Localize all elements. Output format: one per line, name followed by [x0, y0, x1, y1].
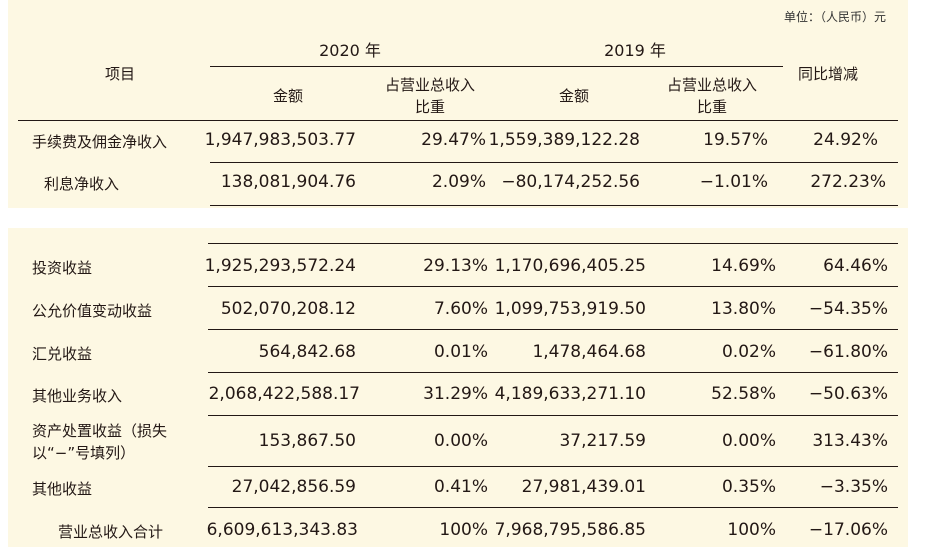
cell-ratio-2019: 100% [727, 520, 776, 540]
bottom-table-panel [8, 228, 908, 547]
cell-yoy: −3.35% [819, 477, 888, 497]
cell-amount-2019: 1,559,389,122.28 [488, 130, 640, 150]
cell-amount-2020: 1,947,983,503.77 [204, 130, 356, 150]
header-ratio-2019-line2: 比重 [696, 98, 727, 116]
header-amount-2019: 金额 [558, 87, 589, 105]
cell-amount-2019: 7,968,795,586.85 [494, 520, 646, 540]
cell-ratio-2019: −1.01% [699, 172, 768, 192]
header-year-2019: 2019 年 [604, 41, 666, 60]
row-divider [208, 415, 898, 416]
row-divider [210, 162, 898, 163]
cell-amount-2020: 6,609,613,343.83 [206, 520, 358, 540]
cell-ratio-2019: 0.02% [721, 342, 776, 362]
cell-ratio-2019: 13.80% [711, 299, 776, 319]
cell-amount-2020: 502,070,208.12 [220, 299, 356, 319]
cell-ratio-2020: 29.47% [421, 130, 486, 150]
cell-amount-2019: 1,170,696,405.25 [494, 256, 646, 276]
row-label: 其他业务收入 [32, 387, 123, 405]
header-yoy: 同比增减 [797, 65, 858, 83]
cell-amount-2019: 37,217.59 [559, 431, 646, 451]
cell-ratio-2019: 19.57% [703, 130, 768, 150]
cell-amount-2020: 564,842.68 [258, 342, 356, 362]
cell-ratio-2020: 2.09% [431, 172, 486, 192]
header-ratio-2020-line1: 占营业总收入 [384, 76, 475, 94]
cell-amount-2019: 27,981,439.01 [521, 477, 646, 497]
cell-amount-2020: 1,925,293,572.24 [204, 256, 356, 276]
row-label: 手续费及佣金净收入 [32, 133, 168, 151]
cell-amount-2020: 153,867.50 [258, 431, 356, 451]
row-label: 投资收益 [32, 259, 93, 277]
row-label: 公允价值变动收益 [32, 302, 153, 320]
row-divider [208, 372, 898, 373]
cell-yoy: −61.80% [808, 342, 888, 362]
header-bottom-rule [18, 120, 898, 121]
cell-ratio-2020: 0.41% [433, 477, 488, 497]
cell-ratio-2019: 0.00% [721, 431, 776, 451]
cell-yoy: −54.35% [808, 299, 888, 319]
cell-yoy: 313.43% [812, 431, 888, 451]
row-label: 利息净收入 [44, 175, 120, 193]
header-divider [210, 66, 783, 67]
row-label: 汇兑收益 [32, 345, 93, 363]
row-divider [208, 507, 898, 508]
total-row-label: 营业总收入合计 [58, 523, 164, 541]
cell-amount-2019: 1,478,464.68 [532, 342, 646, 362]
row-divider [208, 243, 898, 244]
header-item: 项目 [104, 65, 135, 83]
cell-ratio-2020: 31.29% [423, 384, 488, 404]
top-table-panel [8, 0, 908, 208]
cell-ratio-2020: 29.13% [423, 256, 488, 276]
cell-amount-2019: 4,189,633,271.10 [494, 384, 646, 404]
row-divider [210, 205, 898, 206]
header-amount-2020: 金额 [272, 87, 303, 105]
cell-ratio-2020: 100% [439, 520, 488, 540]
cell-amount-2020: 2,068,422,588.17 [208, 384, 360, 404]
cell-ratio-2020: 7.60% [433, 299, 488, 319]
header-year-2020: 2020 年 [319, 41, 381, 60]
row-label: 资产处置收益（损失 [32, 422, 168, 440]
unit-note: 单位：（人民币）元 [783, 10, 886, 24]
cell-ratio-2020: 0.00% [433, 431, 488, 451]
cell-yoy: 272.23% [810, 172, 886, 192]
cell-ratio-2019: 14.69% [711, 256, 776, 276]
cell-yoy: 64.46% [823, 256, 888, 276]
cell-yoy: 24.92% [813, 130, 878, 150]
cell-amount-2020: 138,081,904.76 [220, 172, 356, 192]
cell-ratio-2019: 52.58% [711, 384, 776, 404]
row-label-line2: 以“−”号填列） [32, 444, 136, 462]
cell-amount-2020: 27,042,856.59 [231, 477, 356, 497]
cell-amount-2019: 1,099,753,919.50 [494, 299, 646, 319]
row-label: 其他收益 [32, 480, 93, 498]
cell-yoy: −50.63% [808, 384, 888, 404]
cell-yoy: −17.06% [808, 520, 888, 540]
header-ratio-2019-line1: 占营业总收入 [666, 76, 757, 94]
row-divider [208, 329, 898, 330]
row-divider [208, 286, 898, 287]
cell-ratio-2020: 0.01% [433, 342, 488, 362]
header-ratio-2020-line2: 比重 [414, 98, 445, 116]
cell-ratio-2019: 0.35% [721, 477, 776, 497]
cell-amount-2019: −80,174,252.56 [501, 172, 640, 192]
row-divider [208, 466, 898, 467]
